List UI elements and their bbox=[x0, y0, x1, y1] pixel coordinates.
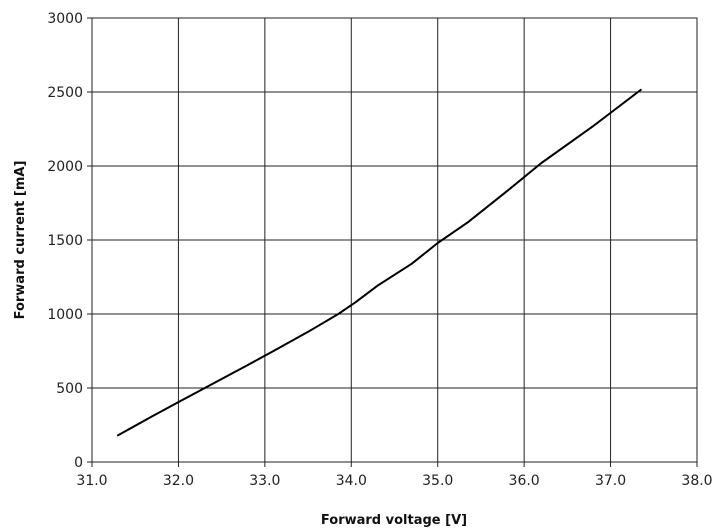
x-tick-label: 36.0 bbox=[509, 473, 540, 489]
tick-labels: 31.0 32.0 33.0 34.0 35.0 36.0 37.0 38.0 0 500 1000… bbox=[47, 11, 712, 489]
x-tick-label: 38.0 bbox=[681, 473, 712, 489]
y-tick-label: 3000 bbox=[47, 11, 83, 27]
plot-frame bbox=[91, 17, 698, 463]
x-tick-label: 32.0 bbox=[163, 473, 194, 489]
x-tick-label: 34.0 bbox=[336, 473, 367, 489]
x-tick-label: 31.0 bbox=[76, 473, 107, 489]
y-tick-label: 2000 bbox=[47, 159, 83, 175]
y-tick-label: 0 bbox=[74, 455, 83, 471]
y-tick-label: 2500 bbox=[47, 85, 83, 101]
x-tick-label: 33.0 bbox=[249, 473, 280, 489]
y-tick-label: 1500 bbox=[47, 233, 83, 249]
x-axis-title: Forward voltage [V] bbox=[321, 513, 467, 528]
grid-lines bbox=[87, 17, 698, 467]
x-tick-label: 37.0 bbox=[595, 473, 626, 489]
x-tick-label: 35.0 bbox=[422, 473, 453, 489]
y-tick-label: 500 bbox=[56, 381, 83, 397]
y-axis-title: Forward current [mA] bbox=[13, 161, 28, 320]
y-tick-label: 1000 bbox=[47, 307, 83, 323]
forward-current-curve bbox=[116, 88, 642, 437]
